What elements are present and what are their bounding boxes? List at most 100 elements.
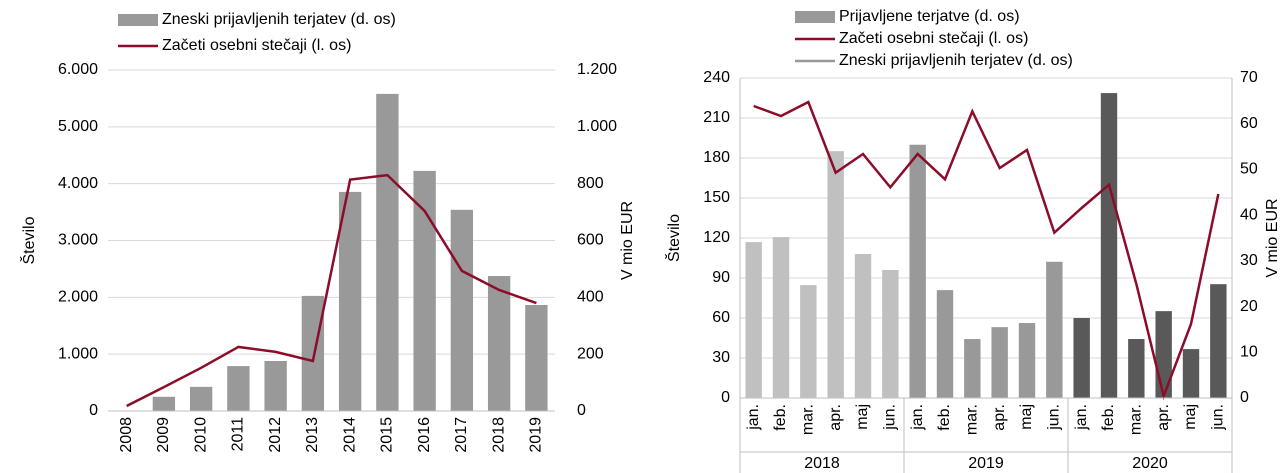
y2-axis-label: V mio EUR <box>619 201 636 280</box>
y2-tick-label: 50 <box>1240 161 1258 178</box>
y-tick-label: 150 <box>703 189 730 206</box>
x-tick-label: 2009 <box>155 417 172 453</box>
x-tick-label: jan. <box>745 404 762 431</box>
bar <box>338 191 362 411</box>
x-tick-label: apr. <box>1155 404 1172 431</box>
y-tick-label: 240 <box>703 69 730 86</box>
y-tick-label: 6.000 <box>58 61 98 78</box>
bar <box>152 396 176 411</box>
legend-swatch <box>795 11 835 23</box>
x-tick-label: 2008 <box>118 417 135 453</box>
legend-label: Začeti osebni stečaji (l. os) <box>839 30 1028 47</box>
bar <box>800 285 817 398</box>
y-tick-label: 210 <box>703 109 730 126</box>
legend-label: Zneski prijavljenih terjatev (d. os) <box>162 11 396 28</box>
line <box>753 100 1220 401</box>
bar <box>525 305 548 411</box>
x-tick-label: mar. <box>800 404 817 435</box>
x-tick-label: jun. <box>882 404 899 431</box>
bar <box>227 366 250 411</box>
x-tick-label: 2016 <box>416 417 433 453</box>
y-tick-label: 30 <box>712 349 730 366</box>
y2-tick-label: 1.000 <box>577 118 617 135</box>
y-tick-label: 4.000 <box>58 175 98 192</box>
bar <box>1046 261 1063 398</box>
bar <box>1155 311 1172 398</box>
x-tick-label: 2015 <box>379 417 396 453</box>
y-axis-label: Število <box>664 214 683 262</box>
x-tick-label: jan. <box>909 404 926 431</box>
bar <box>1182 349 1200 398</box>
group-label: 2019 <box>968 455 1004 472</box>
x-tick-label: maj <box>1182 404 1199 430</box>
bar <box>882 270 899 398</box>
line <box>126 173 537 408</box>
y2-tick-label: 0 <box>1240 389 1249 406</box>
bar <box>745 242 762 398</box>
bar <box>1100 93 1118 398</box>
y2-tick-label: 70 <box>1240 69 1258 86</box>
y2-tick-label: 20 <box>1240 298 1258 315</box>
x-tick-label: 2010 <box>192 417 209 453</box>
bar <box>487 276 511 411</box>
bar <box>376 93 399 412</box>
x-tick-label: maj <box>1018 404 1035 430</box>
x-tick-label: maj <box>854 404 871 430</box>
y2-tick-label: 600 <box>577 232 604 249</box>
x-tick-label: 2018 <box>490 417 507 453</box>
legend-label: Prijavljene terjatve (d. os) <box>839 8 1020 25</box>
x-tick-label: apr. <box>827 404 844 431</box>
bar <box>189 386 213 411</box>
bar <box>1128 339 1145 398</box>
y-tick-label: 180 <box>703 149 730 166</box>
legend-label: Zneski prijavljenih terjatev (d. os) <box>839 52 1073 69</box>
y-tick-label: 0 <box>89 402 98 419</box>
y2-tick-label: 1.200 <box>577 61 617 78</box>
y2-tick-label: 800 <box>577 175 604 192</box>
y2-tick-label: 10 <box>1240 344 1258 361</box>
group-label: 2020 <box>1132 455 1168 472</box>
bar <box>301 295 325 411</box>
x-tick-label: apr. <box>991 404 1008 431</box>
bar <box>772 237 790 398</box>
y2-axis-label: V mio EUR <box>1264 198 1281 277</box>
y-tick-label: 2.000 <box>58 289 98 306</box>
x-tick-label: feb. <box>936 404 953 431</box>
y2-tick-label: 0 <box>577 402 586 419</box>
x-tick-label: 2019 <box>528 417 545 453</box>
x-tick-label: mar. <box>964 404 981 435</box>
bar <box>854 254 872 398</box>
y-tick-label: 60 <box>712 309 730 326</box>
x-tick-label: mar. <box>1128 404 1145 435</box>
y-tick-label: 90 <box>712 269 730 286</box>
y-tick-label: 0 <box>721 389 730 406</box>
y-tick-label: 3.000 <box>58 232 98 249</box>
x-tick-label: 2011 <box>230 417 247 452</box>
x-tick-label: 2017 <box>453 417 470 453</box>
x-tick-label: 2013 <box>304 417 321 453</box>
bar <box>964 339 981 398</box>
bar <box>1018 323 1036 398</box>
legend-swatch <box>118 14 158 26</box>
legend-label: Začeti osebni stečaji (l. os) <box>162 37 351 54</box>
y-tick-label: 120 <box>703 229 730 246</box>
y-axis-label: Število <box>19 216 38 264</box>
y-tick-label: 1.000 <box>58 345 98 362</box>
x-tick-label: 2012 <box>267 417 284 453</box>
x-tick-label: feb. <box>772 404 789 431</box>
bar <box>827 151 844 398</box>
bar <box>450 209 474 411</box>
x-tick-label: jan. <box>1073 404 1090 431</box>
y2-tick-label: 40 <box>1240 206 1258 223</box>
y2-tick-label: 60 <box>1240 115 1258 132</box>
y2-tick-label: 400 <box>577 289 604 306</box>
x-tick-label: feb. <box>1100 404 1117 431</box>
x-tick-label: 2014 <box>341 417 358 453</box>
bar <box>413 170 436 411</box>
y2-tick-label: 200 <box>577 345 604 362</box>
bar <box>264 360 287 411</box>
x-tick-label: jun. <box>1210 404 1227 431</box>
bar <box>936 290 954 398</box>
bar <box>1210 284 1227 398</box>
